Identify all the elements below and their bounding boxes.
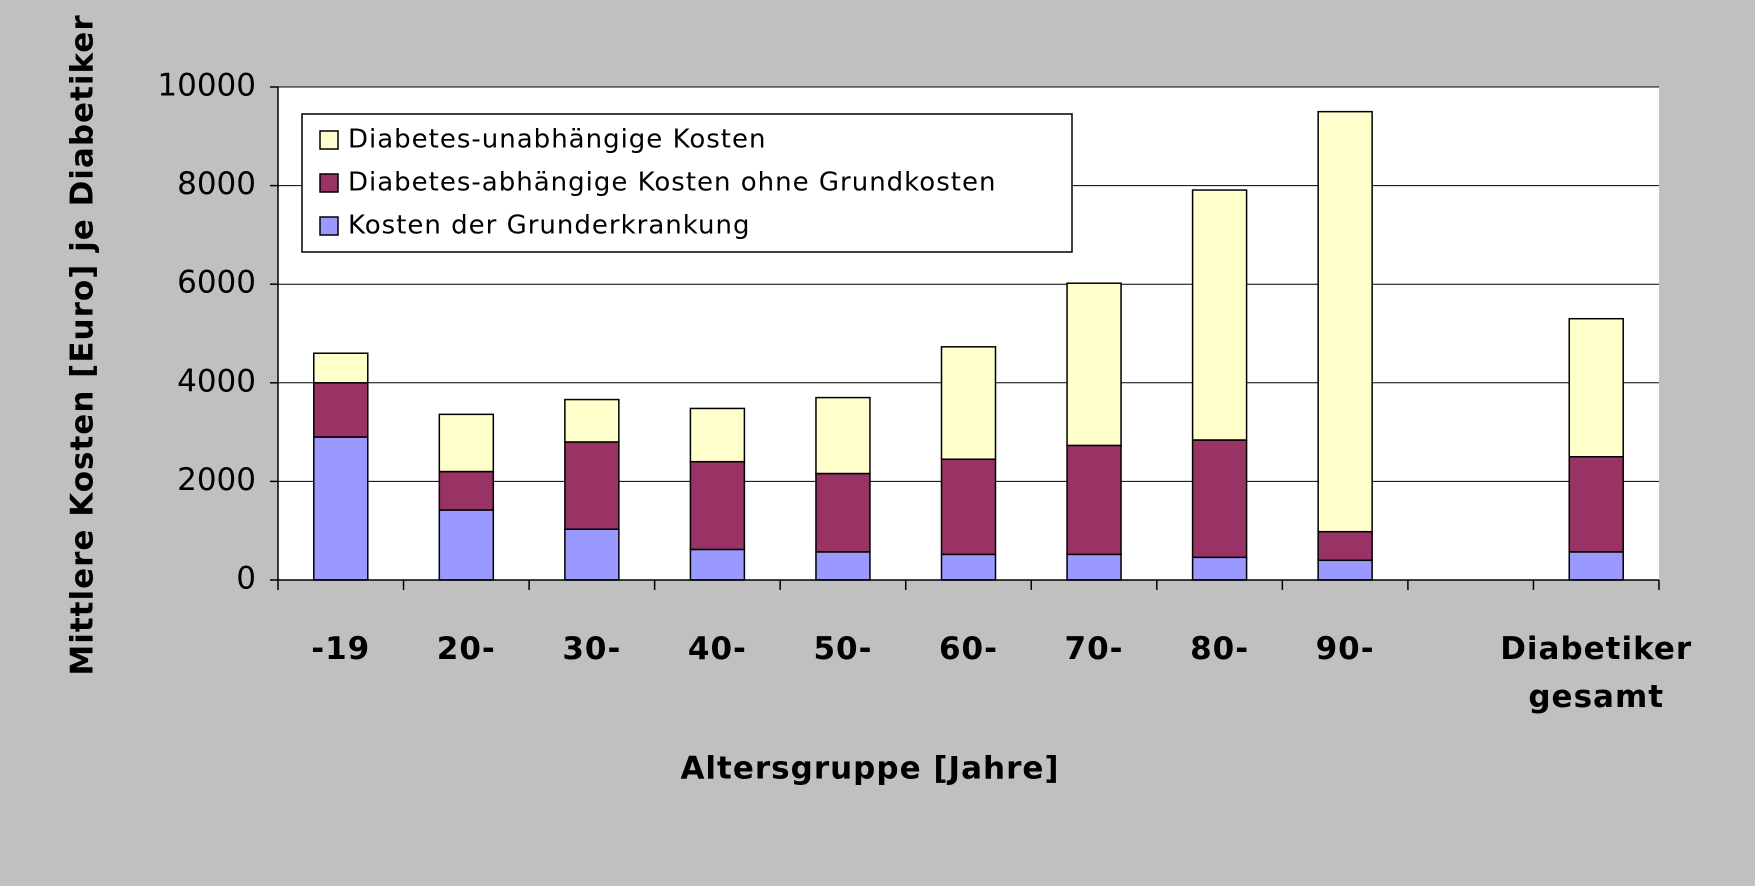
bar-segment	[1066, 553, 1122, 581]
bar-segment	[1317, 530, 1373, 562]
bar-segment	[1568, 317, 1624, 458]
x-tick-label: 20-	[436, 631, 496, 667]
x-tick-label: Diabetiker gesamt	[1500, 631, 1693, 715]
bar-segment	[564, 398, 620, 443]
legend: Diabetes-unabhängige Kosten Diabetes-abhä…	[301, 113, 1073, 253]
bar-segment	[1317, 559, 1373, 581]
x-tick-label: 40-	[687, 631, 747, 667]
bar-segment	[1191, 189, 1248, 441]
legend-label: Diabetes-unabhängige Kosten	[348, 125, 766, 155]
legend-swatch	[319, 216, 339, 236]
bar-segment	[1191, 556, 1248, 581]
bar-segment	[438, 509, 495, 581]
bar-segment	[1317, 110, 1373, 533]
y-axis-label: Mittlere Kosten [Euro] je Diabetiker	[65, 14, 101, 675]
legend-box	[301, 113, 1073, 253]
bar-segment	[940, 346, 997, 460]
y-tick-label: 2000	[177, 462, 256, 498]
bar-segment	[1568, 551, 1624, 581]
bar-segment	[815, 472, 871, 553]
bar-segment	[313, 352, 369, 384]
bar-segment	[564, 441, 620, 530]
x-tick-label: 70-	[1064, 631, 1124, 667]
x-tick-label: 30-	[562, 631, 622, 667]
bar-segment	[1568, 456, 1624, 553]
bar-segment	[815, 551, 871, 581]
bar-segment	[815, 396, 871, 475]
bar-segment	[940, 458, 997, 556]
legend-label: Diabetes-abhängige Kosten ohne Grundkost…	[348, 168, 996, 198]
bar-segment	[1066, 444, 1122, 556]
legend-label: Kosten der Grunderkrankung	[348, 211, 750, 241]
x-tick-label: 60-	[938, 631, 998, 667]
y-tick-label: 0	[236, 561, 256, 597]
bar-segment	[689, 407, 746, 463]
y-tick-label: 4000	[177, 363, 256, 399]
bar-segment	[940, 553, 997, 581]
legend-swatch	[319, 173, 339, 193]
bar-segment	[313, 436, 369, 581]
bar-segment	[689, 548, 746, 581]
bar-segment	[689, 460, 746, 551]
bar-segment	[313, 382, 369, 438]
bar-segment	[1191, 439, 1248, 559]
x-tick-label: 80-	[1190, 631, 1250, 667]
bar-segment	[1066, 282, 1122, 447]
y-tick-label: 8000	[177, 166, 256, 202]
bar-segment	[438, 413, 495, 473]
y-tick-label: 6000	[177, 265, 256, 301]
x-axis-label: Altersgruppe [Jahre]	[680, 751, 1059, 787]
bar-segment	[564, 528, 620, 581]
x-tick-label: 50-	[813, 631, 873, 667]
bar-segment	[438, 470, 495, 511]
legend-swatch	[319, 130, 339, 150]
x-tick-label: -19	[311, 631, 371, 667]
y-tick-label: 10000	[157, 68, 256, 104]
x-tick-label: 90-	[1315, 631, 1375, 667]
